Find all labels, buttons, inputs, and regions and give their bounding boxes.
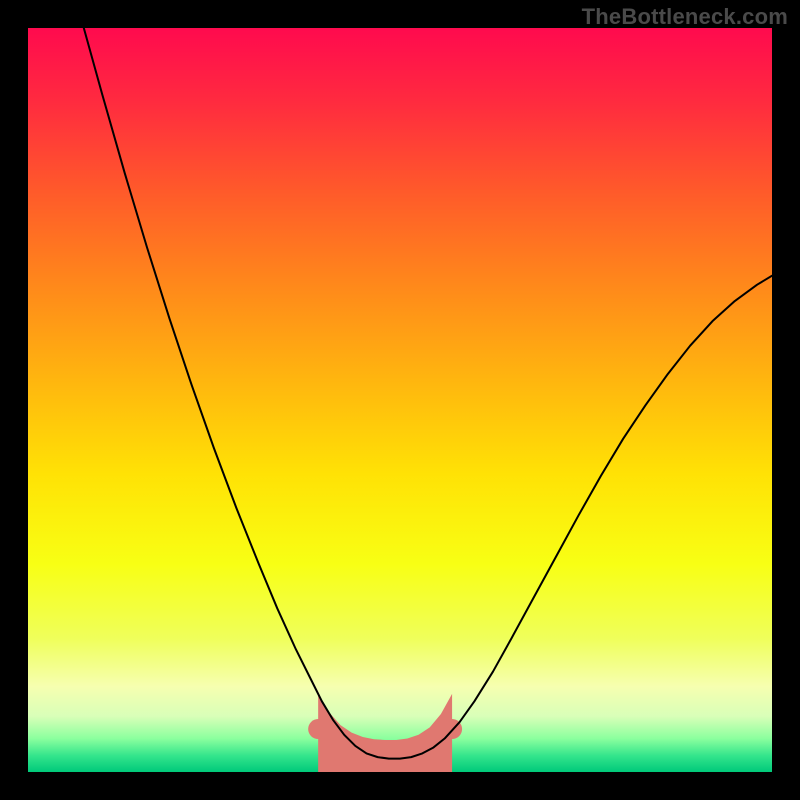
band-cap-left: [308, 719, 328, 739]
bottleneck-curve-chart: [0, 0, 800, 800]
watermark-label: TheBottleneck.com: [582, 4, 788, 30]
plot-background: [28, 28, 772, 772]
chart-frame: TheBottleneck.com: [0, 0, 800, 800]
